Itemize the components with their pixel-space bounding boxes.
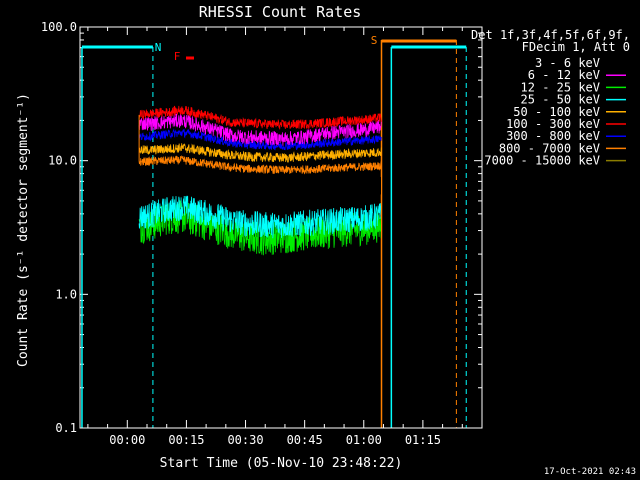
series-line-800-7000-kev bbox=[138, 154, 382, 175]
plot-frame bbox=[79, 26, 483, 429]
legend-label: 300 - 800 keV bbox=[506, 129, 600, 143]
y-axis-label: Count Rate (s⁻¹ detector segment⁻¹) bbox=[16, 93, 31, 367]
x-tick-label: 01:15 bbox=[405, 433, 441, 447]
footer-date: 17-Oct-2021 02:43 bbox=[544, 467, 636, 477]
y-tick-label: 0.1 bbox=[55, 421, 77, 435]
chart-title: RHESSI Count Rates bbox=[199, 3, 362, 21]
plot-area: 0.1 1.0 10.0 100.0 00:00 00:15 00:30 00:45 01:00… bbox=[41, 20, 482, 447]
series-line-25-50-kev bbox=[138, 195, 382, 239]
x-tick-label: 00:00 bbox=[109, 433, 145, 447]
legend-header-line-1: Det 1f,3f,4f,5f,6f,9f, bbox=[471, 28, 630, 42]
legend-label: 800 - 7000 keV bbox=[499, 141, 600, 155]
annotation-f: F bbox=[174, 50, 181, 63]
x-tick-label: 00:30 bbox=[227, 433, 263, 447]
series-line-12-25-kev bbox=[138, 200, 382, 256]
legend-label: 100 - 300 keV bbox=[506, 117, 600, 131]
annotation-s: S bbox=[371, 34, 378, 47]
legend-label: 50 - 100 keV bbox=[513, 105, 600, 119]
y-tick-label: 1.0 bbox=[55, 287, 77, 301]
series-line-6-12-kev bbox=[138, 113, 382, 146]
annotation-n: N bbox=[155, 41, 162, 54]
x-tick-label: 00:45 bbox=[287, 433, 323, 447]
y-tick-label: 100.0 bbox=[41, 20, 77, 34]
x-tick-label: 00:15 bbox=[168, 433, 204, 447]
legend-header-line-2: FDecim 1, Att 0 bbox=[522, 40, 630, 54]
x-tick-label: 01:00 bbox=[346, 433, 382, 447]
x-axis-label: Start Time (05-Nov-10 23:48:22) bbox=[160, 456, 403, 471]
legend-label: 12 - 25 keV bbox=[521, 80, 600, 94]
legend-label: 3 - 6 keV bbox=[535, 56, 600, 70]
series-line-50-100-kev bbox=[138, 143, 382, 163]
series-line-100-300-kev bbox=[138, 105, 382, 130]
y-tick-label: 10.0 bbox=[48, 154, 77, 168]
legend-label: 6 - 12 keV bbox=[528, 68, 600, 82]
legend-label: 7000 - 15000 keV bbox=[484, 154, 600, 168]
series-line-300-800-kev bbox=[138, 128, 382, 151]
legend-label: 25 - 50 keV bbox=[521, 93, 600, 107]
